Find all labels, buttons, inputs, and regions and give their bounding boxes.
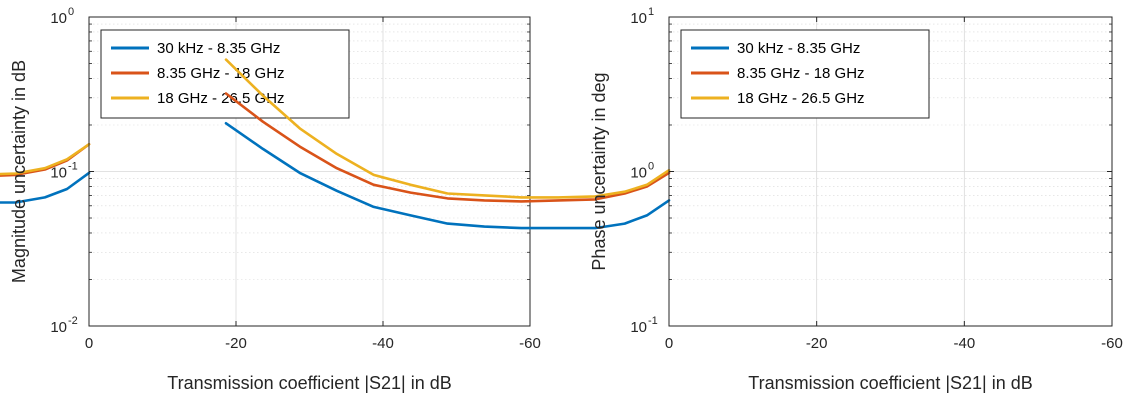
x-tick-label: 0 [665, 335, 673, 352]
x-tick-label: 0 [85, 335, 93, 352]
y-tick-label: 10 [50, 10, 67, 27]
y-tick-exponent: -1 [68, 161, 78, 173]
x-axis-label: Transmission coefficient |S21| in dB [748, 373, 1032, 393]
legend-label-2: 8.35 GHz - 18 GHz [157, 65, 285, 82]
legend-label-3: 18 GHz - 26.5 GHz [157, 90, 285, 107]
y-tick-label: 10 [630, 165, 647, 182]
x-tick-label: -40 [953, 335, 975, 352]
y-axis-label: Magnitude uncertainty in dB [9, 60, 29, 283]
y-tick-exponent: -2 [68, 315, 78, 327]
x-tick-label: -40 [372, 335, 394, 352]
series-line-2 [224, 92, 671, 203]
y-tick-exponent: 0 [648, 161, 654, 173]
y-tick-label: 10 [50, 165, 67, 182]
x-tick-label: -60 [519, 335, 541, 352]
y-tick-exponent: 0 [68, 6, 74, 18]
y-tick-exponent: -1 [648, 315, 658, 327]
legend-label-2: 8.35 GHz - 18 GHz [737, 65, 865, 82]
legend-label-3: 18 GHz - 26.5 GHz [737, 90, 865, 107]
x-tick-label: -60 [1101, 335, 1123, 352]
legend: 30 kHz - 8.35 GHz 8.35 GHz - 18 GHz 18 GHz… [100, 29, 350, 119]
y-tick-label: 10 [630, 319, 647, 336]
series-line-1 [224, 122, 671, 230]
x-tick-label: -20 [225, 335, 247, 352]
y-axis-label: Phase uncertainty in deg [589, 72, 609, 270]
y-tick-label: 10 [50, 319, 67, 336]
legend-label-1: 30 kHz - 8.35 GHz [157, 40, 280, 57]
y-tick-label: 10 [630, 10, 647, 27]
x-axis-label: Transmission coefficient |S21| in dB [167, 373, 451, 393]
series-line-3 [224, 58, 671, 199]
series-line-1 [0, 171, 91, 204]
y-tick-exponent: 1 [648, 6, 654, 18]
x-tick-label: -20 [806, 335, 828, 352]
legend: 30 kHz - 8.35 GHz 8.35 GHz - 18 GHz 18 GHz… [680, 29, 930, 119]
series-line-3 [0, 143, 91, 176]
legend-label-1: 30 kHz - 8.35 GHz [737, 40, 860, 57]
